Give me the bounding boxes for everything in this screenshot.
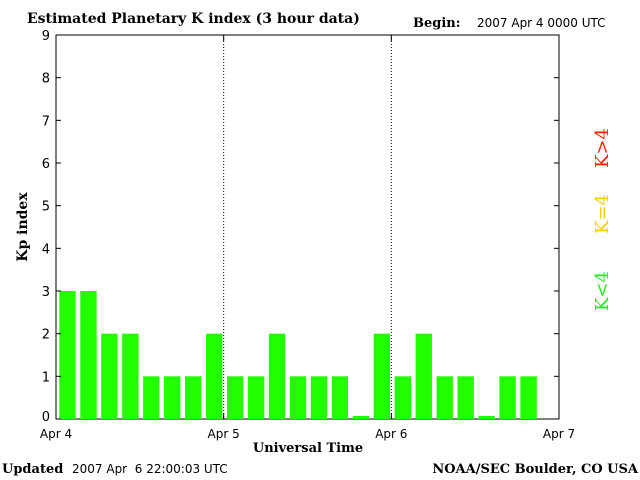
legend-k-less-than-4: K<4 (592, 271, 613, 311)
updated-value: 2007 Apr 6 22:00:03 UTC (72, 462, 228, 476)
x-tick-label: Apr 7 (543, 427, 575, 441)
kp-bar (352, 416, 370, 419)
kp-bar (143, 376, 160, 419)
kp-bar (331, 376, 349, 419)
y-tick-label: 8 (42, 72, 50, 87)
bars-group (59, 291, 537, 419)
kp-bar (247, 376, 265, 419)
begin-value: 2007 Apr 4 0000 UTC (477, 16, 606, 30)
chart-title: Estimated Planetary K index (3 hour data… (27, 11, 360, 27)
x-tick-label: Apr 6 (375, 427, 407, 441)
y-tick-label: 2 (42, 328, 50, 343)
legend-k-equal-4: K=4 (592, 194, 613, 234)
y-tick-label: 5 (42, 200, 50, 215)
y-tick-label: 9 (42, 29, 50, 44)
kp-bar (373, 333, 391, 419)
y-tick-label: 1 (42, 370, 50, 385)
kp-bar (226, 376, 244, 419)
y-axis-label: Kp index (15, 192, 31, 262)
x-axis-ticks: Apr 4 Apr 5 Apr 6 Apr 7 (40, 35, 575, 441)
y-tick-label: 6 (42, 157, 50, 172)
kp-bar (310, 376, 328, 419)
kp-bar (268, 333, 286, 419)
kp-bar (457, 376, 474, 419)
kp-bar (101, 333, 118, 419)
kp-bar (499, 376, 516, 419)
plot-area (55, 34, 560, 420)
y-tick-label: 4 (42, 242, 50, 257)
kp-bar (164, 376, 181, 419)
updated-label-text: Updated (2, 462, 63, 477)
y-tick-label: 0 (42, 410, 50, 425)
legend-k-greater-than-4: K>4 (592, 128, 613, 168)
y-axis-ticks: 0 1 2 3 4 5 6 7 8 9 (42, 29, 559, 425)
x-axis-label: Universal Time (253, 441, 363, 456)
kp-bar (478, 416, 495, 419)
y-tick-label: 3 (42, 285, 50, 300)
begin-label: Begin: (413, 16, 461, 31)
legend: K<4 K=4 K>4 (592, 128, 613, 311)
y-tick-label: 7 (42, 114, 50, 129)
kp-bar (289, 376, 307, 419)
kp-bar (520, 376, 537, 419)
x-tick-label: Apr 4 (40, 427, 72, 441)
day-separators (223, 35, 392, 419)
kp-bar (415, 333, 432, 419)
kp-bar (80, 291, 97, 419)
kp-bar (436, 376, 453, 419)
kp-bar (206, 333, 223, 419)
kp-bar (185, 376, 202, 419)
kp-bar (122, 333, 139, 419)
x-tick-label: Apr 5 (208, 427, 240, 441)
kp-bar (394, 376, 411, 419)
kp-bar (59, 291, 76, 419)
source-credit: NOAA/SEC Boulder, CO USA (432, 462, 639, 477)
